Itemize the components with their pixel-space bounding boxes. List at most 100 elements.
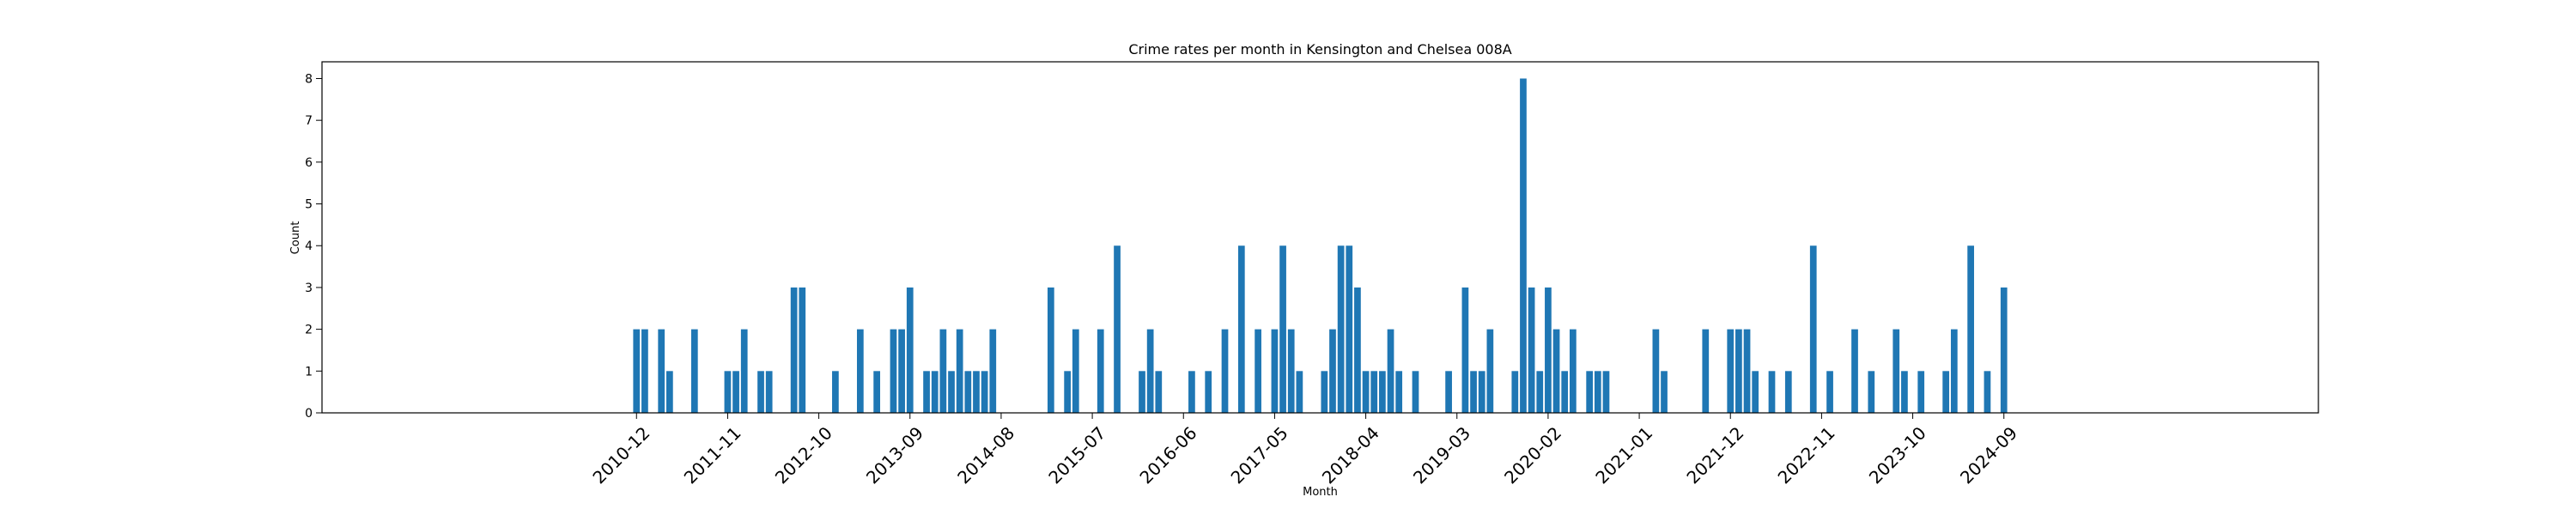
bar-2011-12 (732, 371, 739, 413)
bar-2018-04 (1362, 371, 1370, 413)
bar-2019-07 (1486, 329, 1494, 413)
bar-2015-05 (1072, 329, 1079, 413)
bar-2022-12 (1826, 371, 1833, 413)
bar-2013-09 (906, 287, 914, 413)
bar-2018-03 (1354, 287, 1361, 413)
bar-2017-01 (1237, 245, 1245, 413)
y-axis: 0 1 2 3 4 5 6 7 8 (305, 72, 322, 421)
bar-2017-11 (1321, 371, 1328, 413)
bar-2022-07 (1784, 371, 1792, 413)
bar-2012-01 (740, 329, 748, 413)
bar-2017-12 (1329, 329, 1336, 413)
y-tick-label: 0 (305, 407, 313, 421)
bar-2023-03 (1851, 329, 1858, 413)
bar-2024-07 (1984, 371, 1991, 413)
bar-2014-02 (948, 371, 955, 413)
y-tick-label: 4 (305, 239, 313, 253)
bar-2014-03 (956, 329, 963, 413)
bar-2018-05 (1370, 371, 1378, 413)
bar-2023-09 (1901, 371, 1908, 413)
bar-2016-02 (1146, 329, 1154, 413)
bar-2011-11 (724, 371, 732, 413)
y-tick-label: 7 (305, 114, 313, 128)
bar-2013-05 (873, 371, 881, 413)
bar-2013-07 (890, 329, 897, 413)
bar-2015-02 (1047, 287, 1054, 413)
bar-2016-07 (1188, 371, 1195, 413)
bar-2014-01 (939, 329, 947, 413)
bar-2017-08 (1296, 371, 1303, 413)
bar-2018-02 (1346, 245, 1353, 413)
bar-2014-04 (964, 371, 972, 413)
bar-2015-08 (1097, 329, 1104, 413)
bar-2018-08 (1395, 371, 1403, 413)
bar-2021-04 (1661, 371, 1668, 413)
bar-2017-05 (1271, 329, 1279, 413)
bar-2020-04 (1561, 371, 1569, 413)
bar-2011-01 (641, 329, 648, 413)
bar-2021-12 (1727, 329, 1735, 413)
y-tick-label: 1 (305, 365, 313, 379)
bar-2023-08 (1893, 329, 1900, 413)
bar-2014-05 (973, 371, 980, 413)
bar-2020-03 (1552, 329, 1560, 413)
bar-2010-12 (633, 329, 641, 413)
bar-2016-09 (1205, 371, 1212, 413)
chart-title: Crime rates per month in Kensington and … (1128, 41, 1511, 58)
bar-2019-06 (1478, 371, 1485, 413)
bar-2017-06 (1279, 245, 1286, 413)
bar-2012-03 (757, 371, 764, 413)
bar-2018-10 (1412, 371, 1419, 413)
bar-2014-07 (989, 329, 997, 413)
bar-2014-06 (981, 371, 988, 413)
bar-2023-11 (1917, 371, 1925, 413)
y-tick-label: 2 (305, 324, 313, 337)
bar-2021-09 (1702, 329, 1710, 413)
bar-2023-05 (1868, 371, 1875, 413)
bar-2024-03 (1950, 329, 1958, 413)
bar-2022-05 (1768, 371, 1776, 413)
bar-2018-07 (1387, 329, 1394, 413)
bar-2013-11 (923, 371, 930, 413)
bar-2018-06 (1379, 371, 1386, 413)
y-axis-label: Count (289, 221, 302, 255)
bar-2012-04 (765, 371, 773, 413)
bar-2022-10 (1809, 245, 1817, 413)
bar-2019-11 (1520, 78, 1527, 413)
bar-2020-02 (1545, 287, 1552, 413)
bar-2020-08 (1594, 371, 1601, 413)
bar-2020-01 (1536, 371, 1544, 413)
plot-frame (321, 61, 2319, 414)
bar-2024-02 (1942, 371, 1950, 413)
bar-2015-04 (1064, 371, 1071, 413)
bar-2022-02 (1743, 329, 1751, 413)
bar-2013-08 (898, 329, 905, 413)
bar-2019-04 (1461, 287, 1469, 413)
bar-2018-01 (1337, 245, 1345, 413)
y-tick-label: 6 (305, 156, 313, 170)
bar-2016-01 (1139, 371, 1145, 413)
bar-2019-12 (1528, 287, 1535, 413)
bar-group (633, 78, 2008, 413)
y-tick-label: 8 (305, 72, 313, 86)
bar-2020-09 (1602, 371, 1610, 413)
bar-2017-07 (1287, 329, 1295, 413)
y-tick-label: 5 (305, 198, 313, 212)
bar-2022-03 (1752, 371, 1759, 413)
x-axis-label: Month (1303, 486, 1338, 499)
bar-2019-02 (1445, 371, 1452, 413)
bar-2011-03 (658, 329, 665, 413)
bar-2012-08 (799, 287, 806, 413)
bar-2020-05 (1570, 329, 1577, 413)
bar-2019-10 (1511, 371, 1519, 413)
bar-2016-03 (1155, 371, 1163, 413)
bar-2012-12 (832, 371, 839, 413)
bar-2016-11 (1221, 329, 1229, 413)
bar-2013-12 (931, 371, 939, 413)
bar-2011-07 (690, 329, 698, 413)
bar-2013-03 (856, 329, 864, 413)
bar-2022-01 (1735, 329, 1742, 413)
bar-2019-05 (1470, 371, 1477, 413)
